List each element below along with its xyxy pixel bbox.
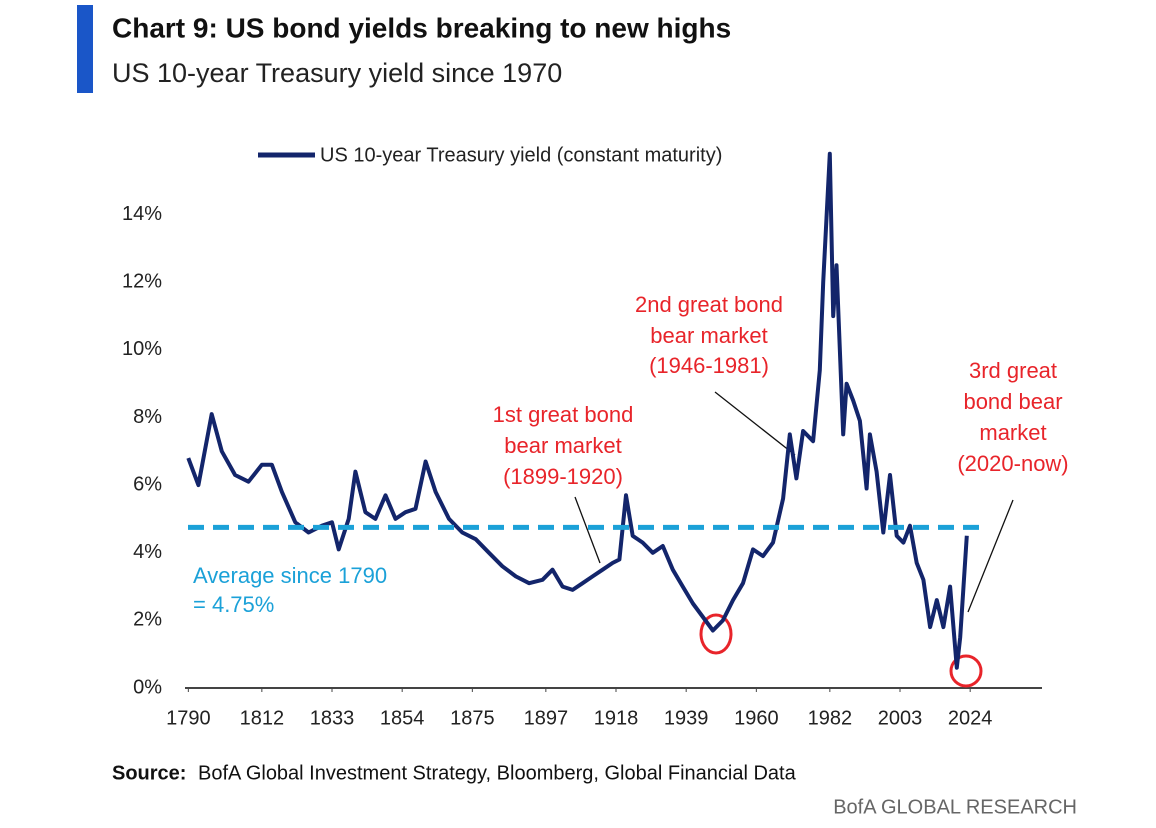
footer: BofA GLOBAL RESEARCH [833, 796, 1077, 818]
legend-label: US 10-year Treasury yield (constant matu… [320, 144, 722, 166]
average-label: Average since 1790 [193, 563, 387, 588]
annotation: bond bear [963, 389, 1062, 414]
annotation-arrow [967, 499, 1014, 613]
y-tick-label: 14% [122, 203, 162, 225]
annotation: 1st great bond [493, 402, 634, 427]
x-tick-label: 1939 [664, 707, 709, 729]
annotation-arrow [714, 391, 796, 456]
annotation: (2020-now) [957, 451, 1068, 476]
annotation: (1899-1920) [503, 464, 623, 489]
x-tick-label: 1812 [240, 707, 285, 729]
source-label: Source: [112, 762, 186, 784]
x-tick-label: 2003 [878, 707, 923, 729]
annotation: (1946-1981) [649, 353, 769, 378]
x-tick-label: 1833 [310, 707, 355, 729]
y-tick-label: 10% [122, 338, 162, 360]
title-bar [77, 5, 93, 93]
y-tick-label: 8% [133, 406, 162, 428]
annotation: market [979, 420, 1046, 445]
source: BofA Global Investment Strategy, Bloombe… [198, 762, 797, 784]
y-tick-label: 12% [122, 271, 162, 293]
y-tick-label: 6% [133, 473, 162, 495]
annotation: bear market [650, 323, 767, 348]
x-tick-label: 1960 [734, 707, 779, 729]
y-tick-label: 2% [133, 609, 162, 631]
series-line [186, 151, 969, 670]
y-tick-label: 0% [133, 676, 162, 698]
annotation: 2nd great bond [635, 292, 783, 317]
x-tick-label: 1982 [808, 707, 853, 729]
highlight-circle [949, 654, 983, 688]
y-tick-label: 4% [133, 541, 162, 563]
annotation: bear market [504, 433, 621, 458]
x-tick-label: 1875 [450, 707, 495, 729]
x-tick-label: 1918 [594, 707, 639, 729]
annotation: 3rd great [969, 358, 1057, 383]
average-label: = 4.75% [193, 592, 274, 617]
x-tick-label: 2024 [948, 707, 993, 729]
x-tick-label: 1854 [380, 707, 425, 729]
chart-subtitle: US 10-year Treasury yield since 1970 [112, 58, 562, 88]
annotation-arrow [574, 496, 601, 564]
highlight-circle [699, 613, 733, 655]
x-tick-label: 1897 [524, 707, 569, 729]
chart-title: Chart 9: US bond yields breaking to new … [112, 12, 731, 43]
x-tick-label: 1790 [166, 707, 211, 729]
